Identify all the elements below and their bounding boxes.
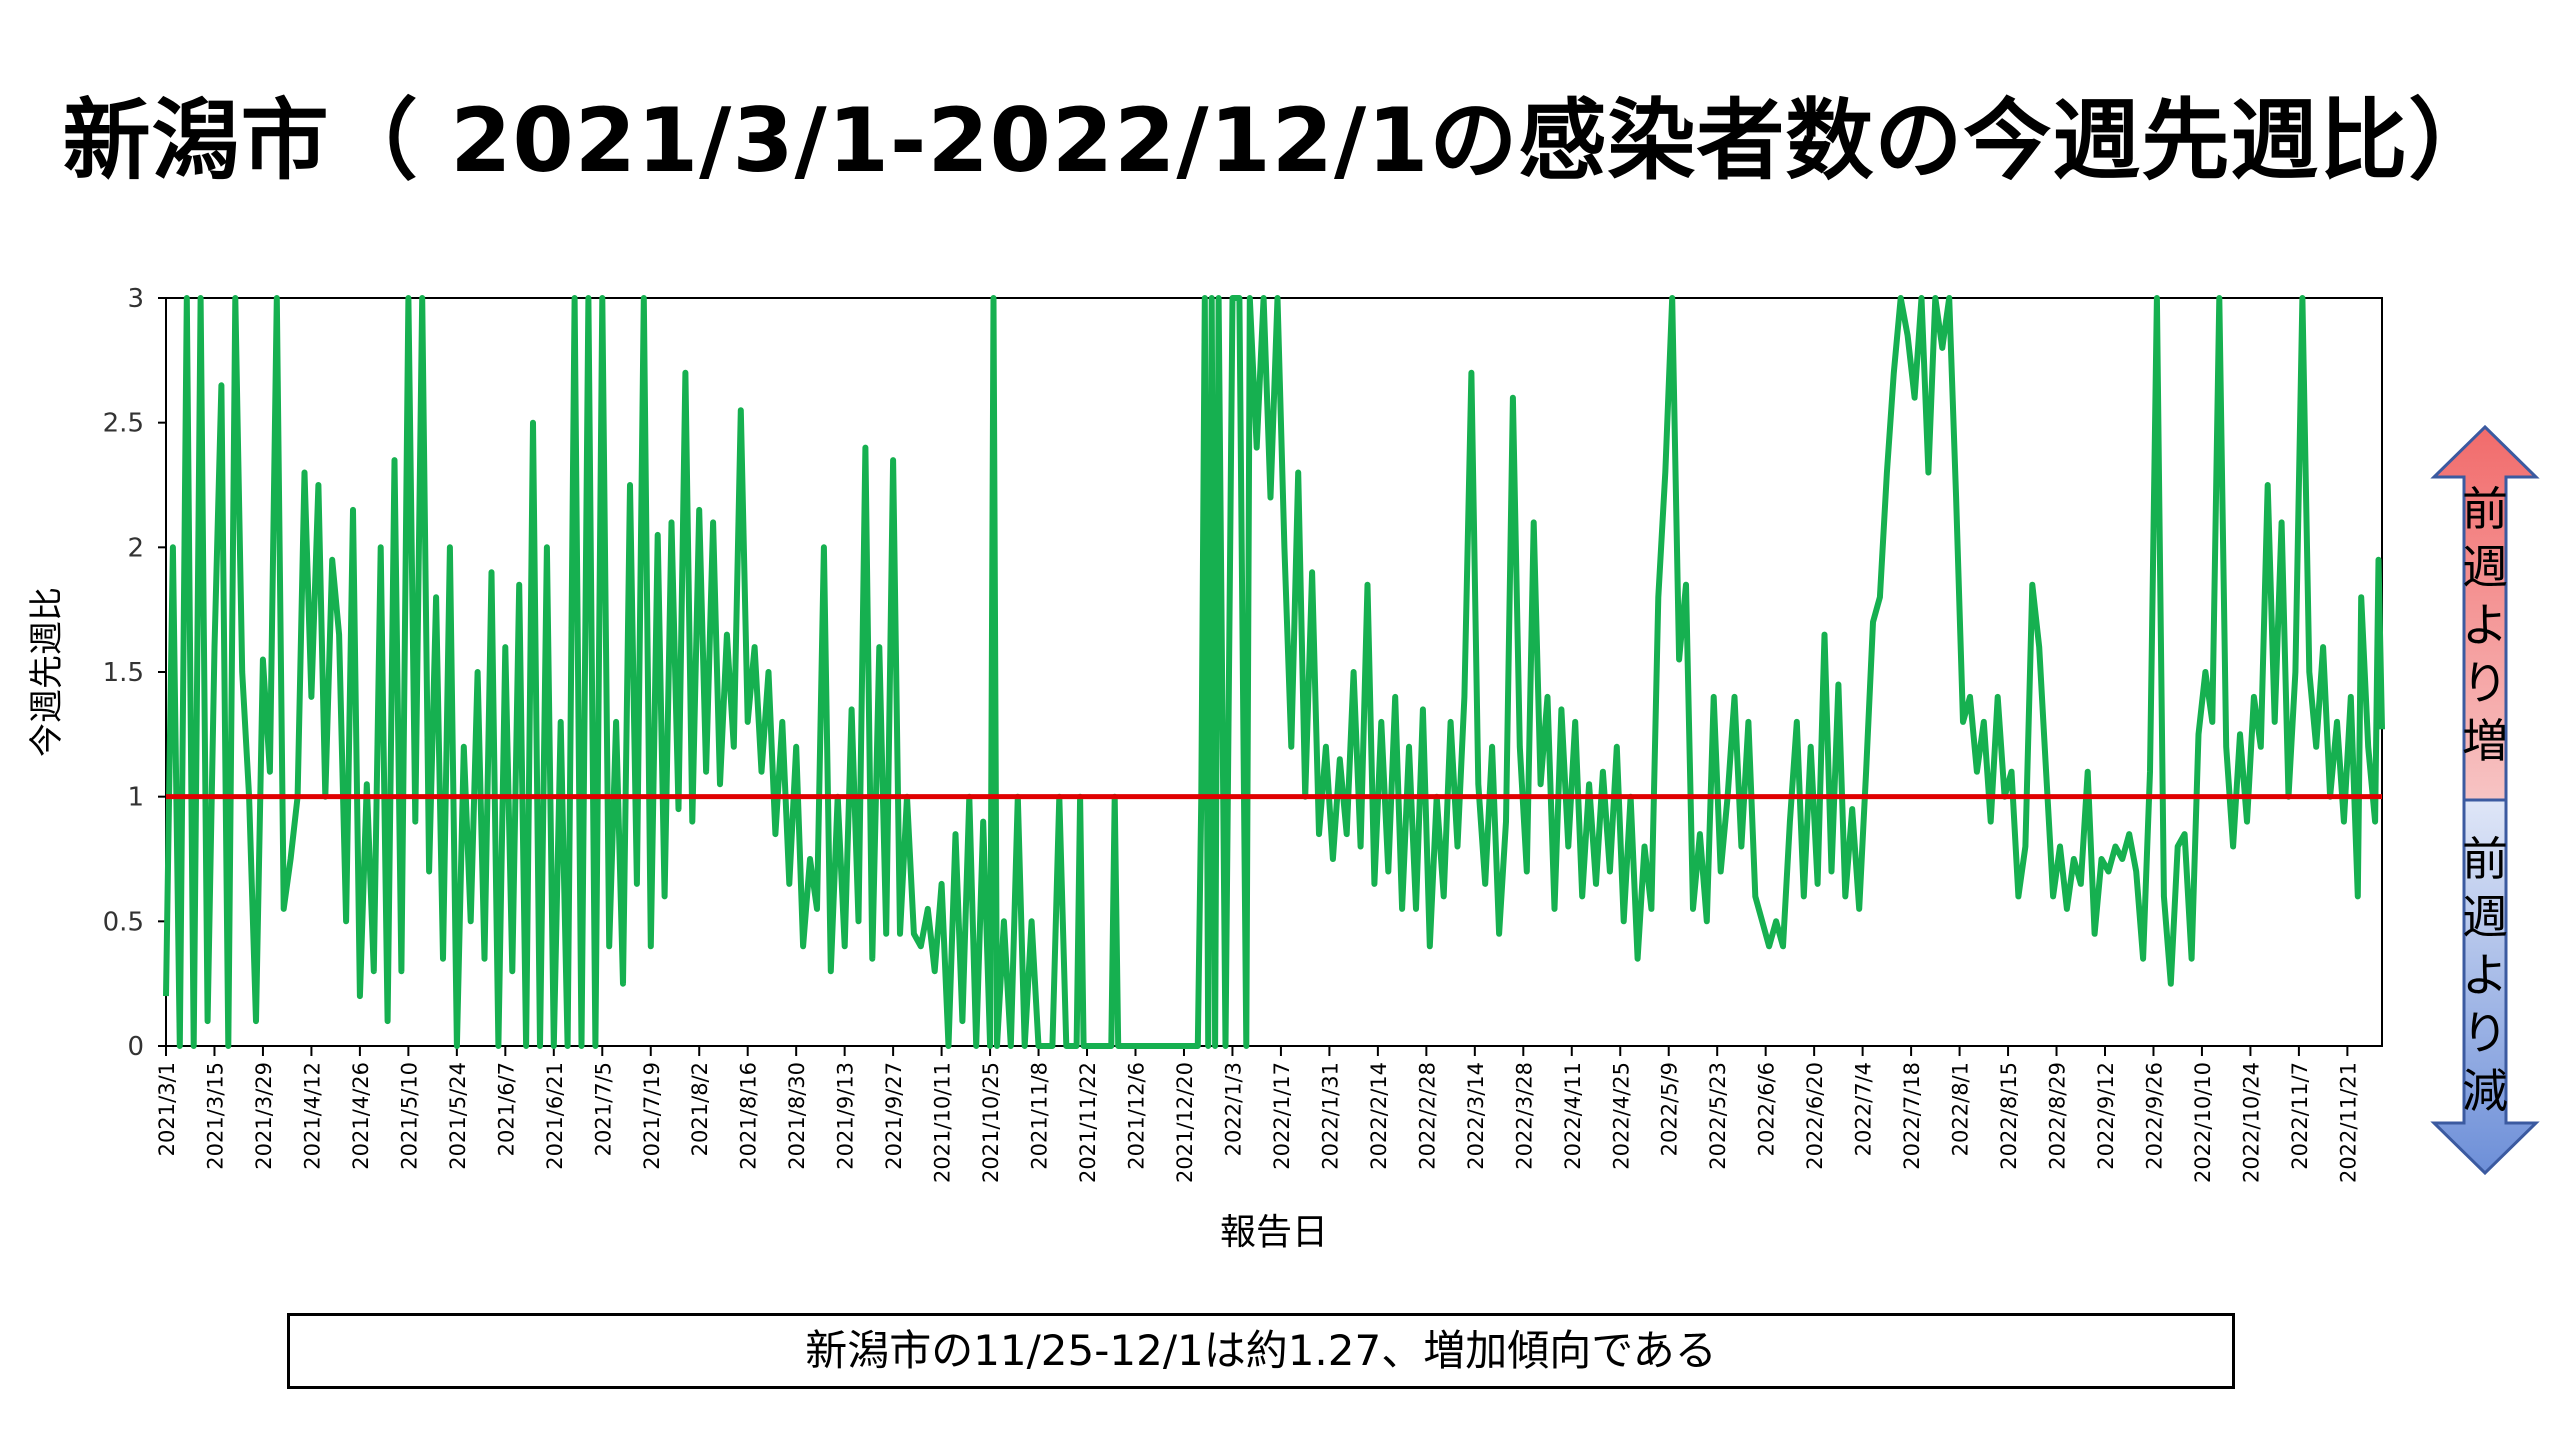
arrow-label-char: よ (2462, 598, 2508, 652)
x-tick-label: 2021/3/15 (203, 1062, 227, 1170)
x-tick-label: 2022/9/12 (2094, 1062, 2118, 1170)
arrow-label-char: り (2462, 1006, 2508, 1060)
x-tick-label: 2021/7/19 (640, 1062, 664, 1170)
x-tick-label: 2021/10/11 (931, 1062, 955, 1183)
x-tick-label: 2022/3/14 (1464, 1062, 1488, 1170)
x-tick-label: 2022/4/25 (1609, 1062, 1633, 1170)
x-tick-label: 2022/2/28 (1415, 1062, 1439, 1170)
x-tick-label: 2021/10/25 (979, 1062, 1003, 1183)
x-tick-label: 2022/8/15 (1997, 1062, 2021, 1170)
series-layer (163, 295, 2385, 1049)
x-tick-label: 2022/6/6 (1755, 1062, 1779, 1156)
y-tick-label: 2 (127, 533, 144, 563)
x-tick-label: 2022/11/21 (2336, 1062, 2360, 1183)
arrow-label-char: よ (2462, 948, 2508, 1002)
line-chart: 0 0.5 1 1.5 2 2.5 3 2021/3/1 2021/3/15 2021/3/29… (27, 284, 2385, 1253)
x-tick-label: 2021/5/10 (397, 1062, 421, 1170)
arrow-label-char: 減 (2462, 1064, 2508, 1118)
arrow-label-char: 前 (2462, 482, 2508, 536)
x-tick-label: 2022/1/31 (1318, 1062, 1342, 1170)
x-tick-label: 2021/12/6 (1125, 1062, 1149, 1170)
arrow-label-char: 週 (2462, 540, 2508, 594)
x-tick-label: 2021/11/8 (1028, 1062, 1052, 1170)
x-tick-label: 2022/1/3 (1221, 1062, 1245, 1156)
x-tick-label: 2021/7/5 (591, 1062, 615, 1156)
arrow-down-half (2430, 798, 2540, 1175)
y-tick-label: 2.5 (103, 409, 144, 439)
x-tick-label: 2021/6/21 (543, 1062, 567, 1170)
y-tick-label: 3 (127, 284, 144, 314)
x-tick-label: 2022/1/17 (1270, 1062, 1294, 1170)
arrow-label-char: り (2462, 656, 2508, 710)
x-tick-label: 2022/6/20 (1803, 1062, 1827, 1170)
x-tick-label: 2022/10/24 (2239, 1062, 2263, 1183)
x-tick-label: 2021/9/13 (834, 1062, 858, 1170)
y-tick-label: 0 (127, 1032, 144, 1062)
page-title: 新潟市（ 2021/3/1-2022/12/1の感染者数の今週先週比） (62, 89, 2498, 192)
x-tick-label: 2021/9/27 (882, 1062, 906, 1170)
y-tick-label: 0.5 (103, 907, 144, 937)
x-tick-label: 2021/12/20 (1173, 1062, 1197, 1183)
x-tick-label: 2021/8/2 (688, 1062, 712, 1156)
y-axis-label: 今週先週比 (27, 587, 67, 757)
x-tick-label: 2021/4/26 (349, 1062, 373, 1170)
x-tick-label: 2022/4/11 (1561, 1062, 1585, 1170)
x-tick-label: 2021/4/12 (300, 1062, 324, 1170)
x-tick-label: 2021/11/22 (1076, 1062, 1100, 1183)
x-tick-label: 2021/3/29 (252, 1062, 276, 1170)
y-axis-ticks: 0 0.5 1 1.5 2 2.5 3 (103, 284, 166, 1062)
x-tick-label: 2021/3/1 (155, 1062, 179, 1156)
x-tick-label: 2022/9/26 (2142, 1062, 2166, 1170)
x-tick-label: 2022/8/29 (2046, 1062, 2070, 1170)
series-line (163, 295, 2385, 1049)
x-tick-label: 2022/8/1 (1949, 1062, 1973, 1156)
x-tick-label: 2022/5/9 (1658, 1062, 1682, 1156)
x-tick-label: 2021/6/7 (494, 1062, 518, 1156)
x-tick-label: 2021/5/24 (446, 1062, 470, 1170)
x-tick-label: 2022/5/23 (1706, 1062, 1730, 1170)
arrow-label-char: 増 (2462, 714, 2508, 768)
x-tick-label: 2022/10/10 (2191, 1062, 2215, 1183)
x-axis-label: 報告日 (1220, 1212, 1328, 1253)
x-tick-label: 2022/2/14 (1367, 1062, 1391, 1170)
arrow-label-char: 前 (2462, 832, 2508, 886)
y-tick-label: 1 (127, 783, 144, 813)
x-axis-ticks: 2021/3/1 2021/3/15 2021/3/29 2021/4/12 2021/… (155, 1046, 2360, 1183)
arrow-label-char: 週 (2462, 890, 2508, 944)
y-tick-label: 1.5 (103, 658, 144, 688)
summary-note: 新潟市の11/25-12/1は約1.27、増加傾向である (287, 1313, 2235, 1389)
x-tick-label: 2022/11/7 (2288, 1062, 2312, 1170)
x-tick-label: 2022/3/28 (1512, 1062, 1536, 1170)
x-tick-label: 2021/8/16 (737, 1062, 761, 1170)
x-tick-label: 2022/7/18 (1900, 1062, 1924, 1170)
x-tick-label: 2022/7/4 (1852, 1062, 1876, 1156)
x-tick-label: 2021/8/30 (785, 1062, 809, 1170)
